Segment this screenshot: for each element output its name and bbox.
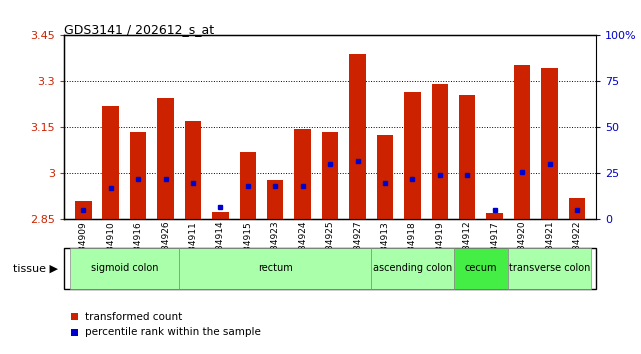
Text: transformed count: transformed count [85, 312, 182, 321]
Bar [404, 92, 420, 219]
FancyBboxPatch shape [454, 248, 508, 289]
Bar [103, 106, 119, 219]
Bar [459, 95, 476, 219]
Bar [212, 212, 229, 219]
Bar [294, 129, 311, 219]
Bar [431, 85, 448, 219]
Bar [487, 213, 503, 219]
FancyBboxPatch shape [508, 248, 590, 289]
Bar [185, 121, 201, 219]
FancyBboxPatch shape [70, 248, 179, 289]
Bar [541, 68, 558, 219]
Text: GDS3141 / 202612_s_at: GDS3141 / 202612_s_at [64, 23, 214, 36]
FancyBboxPatch shape [371, 248, 454, 289]
Bar [267, 179, 283, 219]
Bar [157, 98, 174, 219]
Text: transverse colon: transverse colon [509, 263, 590, 273]
Text: ascending colon: ascending colon [373, 263, 452, 273]
Bar [75, 201, 92, 219]
Text: rectum: rectum [258, 263, 293, 273]
Text: tissue ▶: tissue ▶ [13, 263, 58, 273]
Bar [349, 54, 366, 219]
Bar [514, 64, 530, 219]
Bar [240, 152, 256, 219]
Bar [322, 132, 338, 219]
FancyBboxPatch shape [179, 248, 371, 289]
Text: cecum: cecum [465, 263, 497, 273]
Bar [377, 135, 393, 219]
Bar [130, 132, 146, 219]
Text: sigmoid colon: sigmoid colon [90, 263, 158, 273]
Text: percentile rank within the sample: percentile rank within the sample [85, 327, 260, 337]
Bar [569, 198, 585, 219]
